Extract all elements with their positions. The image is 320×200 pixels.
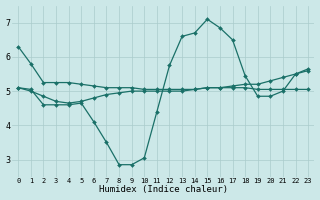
X-axis label: Humidex (Indice chaleur): Humidex (Indice chaleur) — [99, 185, 228, 194]
